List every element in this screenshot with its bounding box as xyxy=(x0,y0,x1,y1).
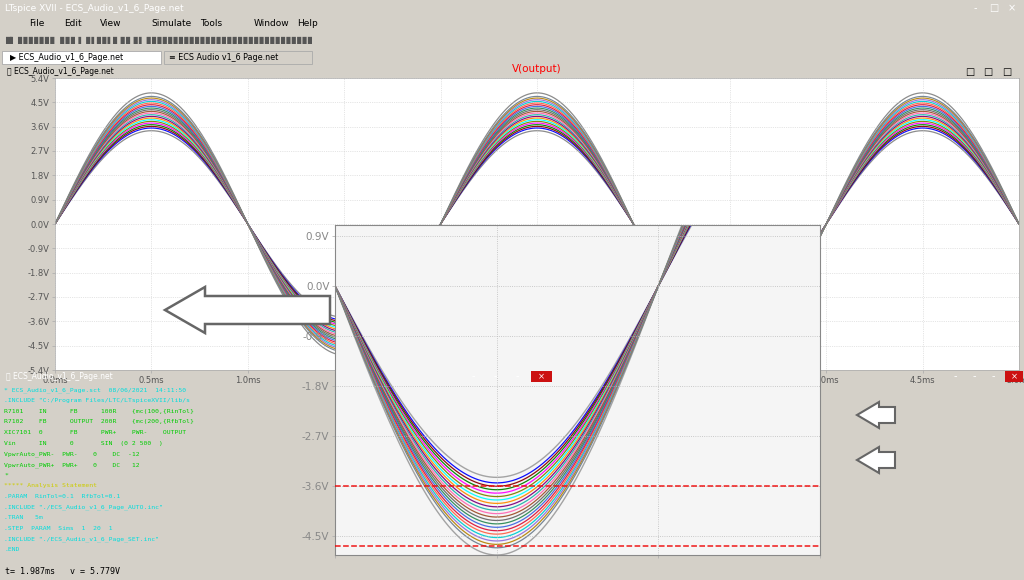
Bar xyxy=(530,371,552,382)
Text: -: - xyxy=(973,372,976,382)
Text: V(output): V(output) xyxy=(512,64,562,74)
Text: .INCLUDE "./ECS_Audio_v1_6_Page_AUTO.inc": .INCLUDE "./ECS_Audio_v1_6_Page_AUTO.inc… xyxy=(4,505,163,510)
Bar xyxy=(164,51,312,64)
Text: -: - xyxy=(494,372,497,382)
Text: Vin      IN      0       SIN  (0 2 500  ): Vin IN 0 SIN (0 2 500 ) xyxy=(4,441,163,445)
FancyArrow shape xyxy=(857,402,895,428)
Text: XIC7101  0       FB      PWR+    PWR-    OUTPUT: XIC7101 0 FB PWR+ PWR- OUTPUT xyxy=(4,430,186,435)
Text: Window: Window xyxy=(254,20,290,28)
Text: .PARAM  RinTol=0.1  RfbTol=0.1: .PARAM RinTol=0.1 RfbTol=0.1 xyxy=(4,494,121,499)
Text: .TRAN   5m: .TRAN 5m xyxy=(4,515,43,520)
Text: VpwrAuto_PWR+  PWR+    0    DC   12: VpwrAuto_PWR+ PWR+ 0 DC 12 xyxy=(4,462,140,467)
Text: □: □ xyxy=(1001,67,1012,77)
Text: ▶ ECS_Audio_v1_6_Page.net: ▶ ECS_Audio_v1_6_Page.net xyxy=(10,53,123,61)
Text: █▌ ▊▊▊▊▊▊▊  ▊▊▊ ▌ ▊▌▊▊▌▊ ▊▊ ▊▌ ▊▊▊▊▊▊▊▊▊▊▊▊▊▊▊▊▊▊▊▊▊▊▊▊▊▊▊▊▊▊▊: █▌ ▊▊▊▊▊▊▊ ▊▊▊ ▌ ▊▌▊▊▌▊ ▊▊ ▊▌ ▊▊▊▊▊▊▊▊▊▊… xyxy=(5,37,313,44)
Text: File: File xyxy=(29,20,44,28)
Text: Help: Help xyxy=(297,20,317,28)
Text: .INCLUDE "C:/Program Files/LTC/LTspiceXVII/lib/s: .INCLUDE "C:/Program Files/LTC/LTspiceXV… xyxy=(4,398,190,403)
Text: * ECS_Audio_v1_6_Page.sct  08/06/2021  14:11:50: * ECS_Audio_v1_6_Page.sct 08/06/2021 14:… xyxy=(4,387,186,393)
Text: Simulate: Simulate xyxy=(152,20,191,28)
Text: .END: .END xyxy=(4,547,19,552)
Text: *: * xyxy=(4,473,8,477)
Bar xyxy=(2,51,161,64)
Text: -: - xyxy=(991,372,995,382)
Text: VpwrAuto_PWR-  PWR-    0    DC  -12: VpwrAuto_PWR- PWR- 0 DC -12 xyxy=(4,451,140,457)
Text: ×: × xyxy=(1008,3,1016,13)
Text: -: - xyxy=(954,372,957,382)
Text: 📋 ECS_Audio_v1_6_Page.net: 📋 ECS_Audio_v1_6_Page.net xyxy=(5,372,113,381)
Text: ×: × xyxy=(1011,372,1018,381)
Text: .STEP  PARAM  Sims  1  20  1: .STEP PARAM Sims 1 20 1 xyxy=(4,525,113,531)
Text: .INCLUDE "./ECS_Audio_v1_6_Page_SET.inc": .INCLUDE "./ECS_Audio_v1_6_Page_SET.inc" xyxy=(4,536,160,542)
Text: □: □ xyxy=(988,3,998,13)
Text: ×: × xyxy=(538,372,545,381)
FancyArrow shape xyxy=(165,287,330,333)
Text: View: View xyxy=(100,20,122,28)
Text: □: □ xyxy=(965,67,975,77)
Text: ≡ ECS Audio v1_6 Page.net: ≡ ECS Audio v1_6 Page.net xyxy=(169,53,279,61)
Text: R7102    FB      OUTPUT  200R    {mc(200,{RfbTol}: R7102 FB OUTPUT 200R {mc(200,{RfbTol} xyxy=(4,419,195,425)
FancyArrow shape xyxy=(857,447,895,473)
Text: 📊 ECS_Audio_v1_6_Page.net: 📊 ECS_Audio_v1_6_Page.net xyxy=(7,67,114,76)
Bar xyxy=(1006,371,1023,382)
Text: -: - xyxy=(471,372,474,382)
Text: -: - xyxy=(515,372,519,382)
Text: Edit: Edit xyxy=(65,20,82,28)
Text: LTspice XVII - ECS_Audio_v1_6_Page.net: LTspice XVII - ECS_Audio_v1_6_Page.net xyxy=(5,4,183,13)
Text: -: - xyxy=(973,3,977,13)
Text: ***** Analysis Statement: ***** Analysis Statement xyxy=(4,483,97,488)
Text: □: □ xyxy=(983,67,993,77)
Text: R7101    IN      FB      100R    {mc(100,{RinTol}: R7101 IN FB 100R {mc(100,{RinTol} xyxy=(4,409,195,414)
Text: Tools: Tools xyxy=(200,20,222,28)
Text: t= 1.987ms   v = 5.779V: t= 1.987ms v = 5.779V xyxy=(5,567,120,576)
